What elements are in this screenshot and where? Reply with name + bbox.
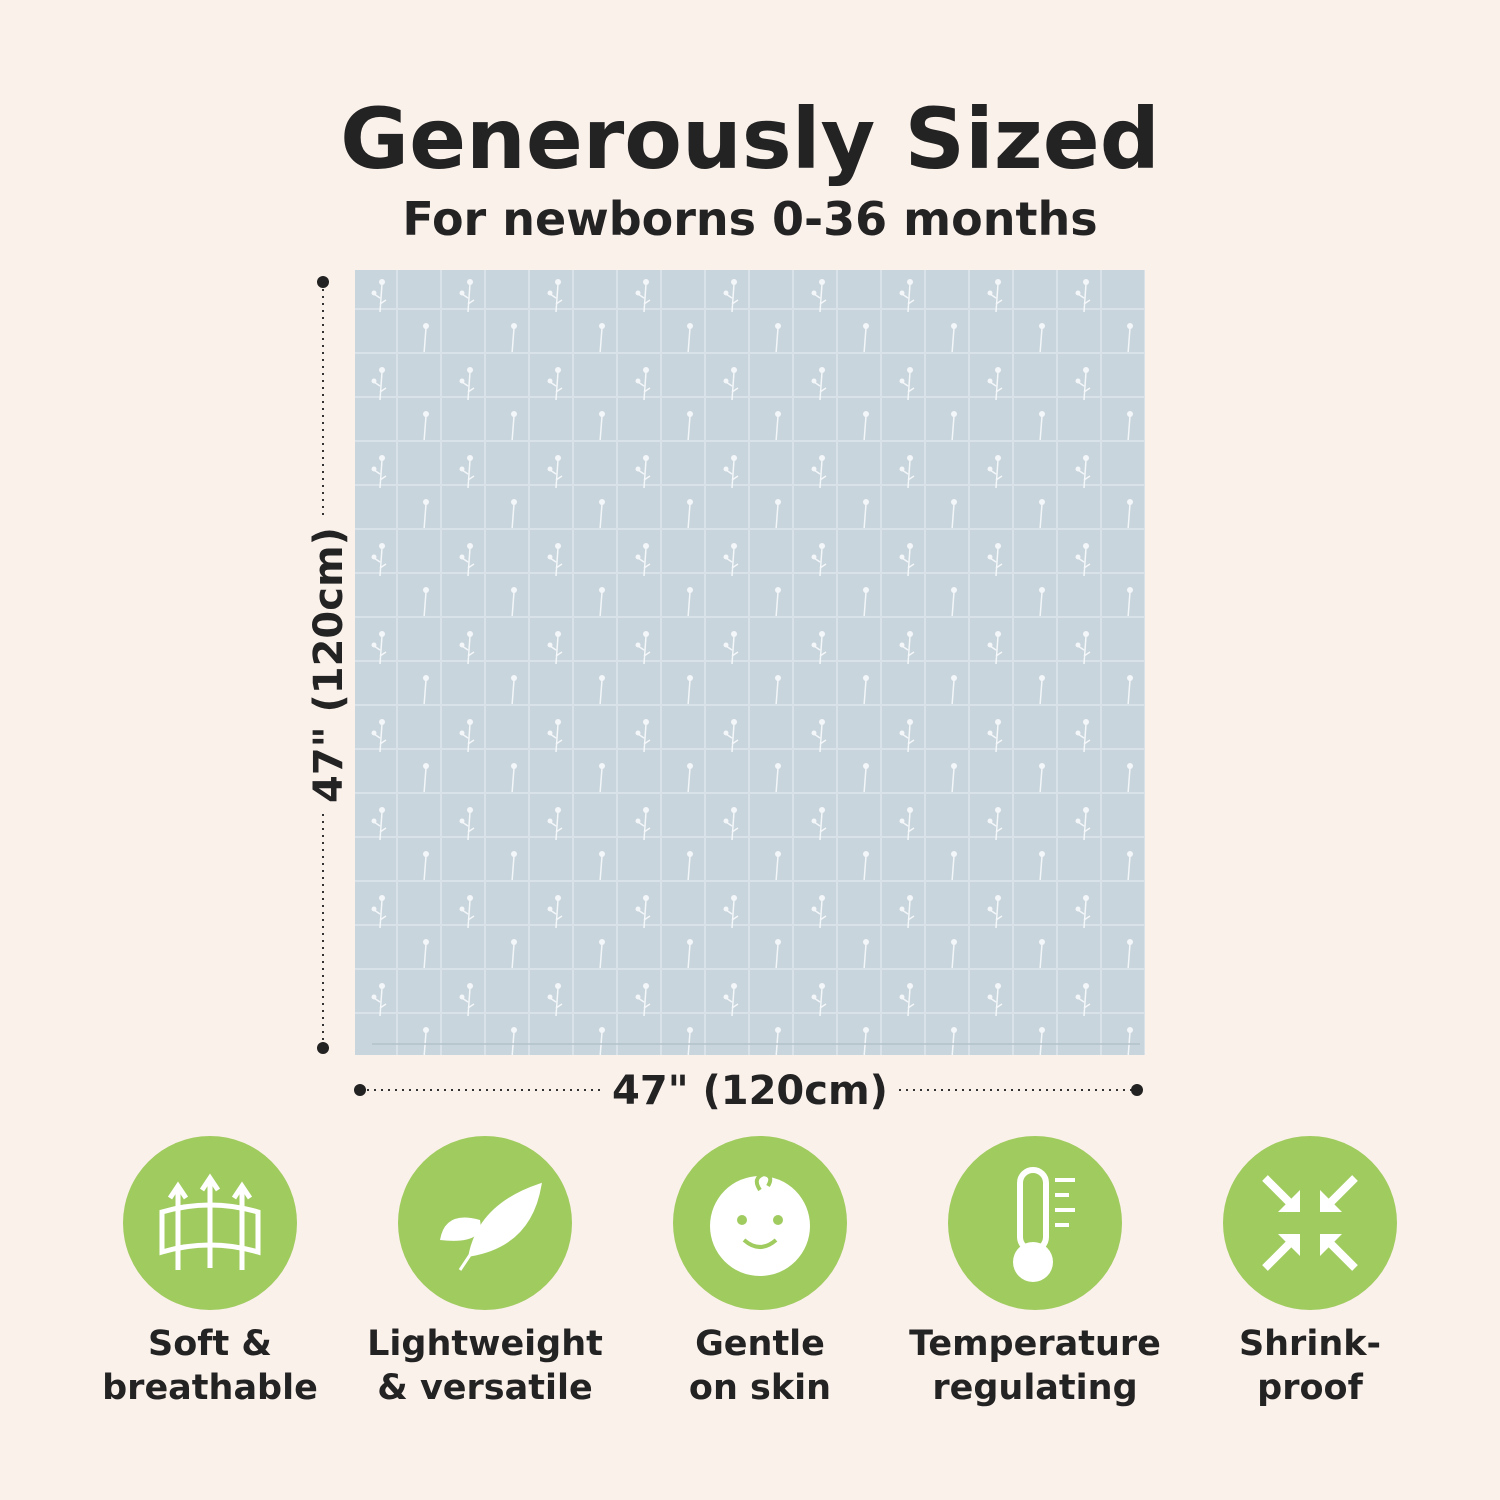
blanket-print (355, 270, 1145, 1055)
feature-label: Soft & (148, 1324, 272, 1364)
blanket (355, 270, 1145, 1055)
height-dimension: 47" (120cm) (298, 276, 352, 1054)
feature-label: & versatile (377, 1368, 592, 1408)
feature-label: breathable (102, 1368, 318, 1408)
feature-icon (123, 1136, 297, 1310)
feature-label: on skin (689, 1368, 831, 1408)
feature-label: Lightweight (367, 1324, 603, 1364)
feature-icon (673, 1136, 847, 1310)
label-bg (298, 520, 352, 810)
label-bg (605, 1065, 895, 1115)
feature-icon (1223, 1136, 1397, 1310)
height-label: 47" (120cm) (306, 527, 352, 803)
dimension-end (317, 1042, 329, 1054)
feature-label: Gentle (695, 1324, 825, 1364)
feature-label: Temperature (909, 1324, 1161, 1364)
dimension-end (354, 1084, 366, 1096)
dimension-end (317, 276, 329, 288)
feature-icon (948, 1136, 1122, 1310)
feature-icon (398, 1136, 572, 1310)
title: Generously Sized (340, 90, 1160, 188)
width-dimension: 47" (120cm) (354, 1065, 1143, 1115)
features: Soft &breathable Lightweight& versatile Ge… (102, 1136, 1397, 1408)
dimension-end (1131, 1084, 1143, 1096)
feature-label: regulating (932, 1368, 1137, 1408)
feature-label: proof (1257, 1368, 1363, 1408)
width-label: 47" (120cm) (612, 1068, 888, 1114)
subtitle: For newborns 0-36 months (402, 192, 1097, 246)
feature-label: Shrink- (1239, 1324, 1381, 1364)
